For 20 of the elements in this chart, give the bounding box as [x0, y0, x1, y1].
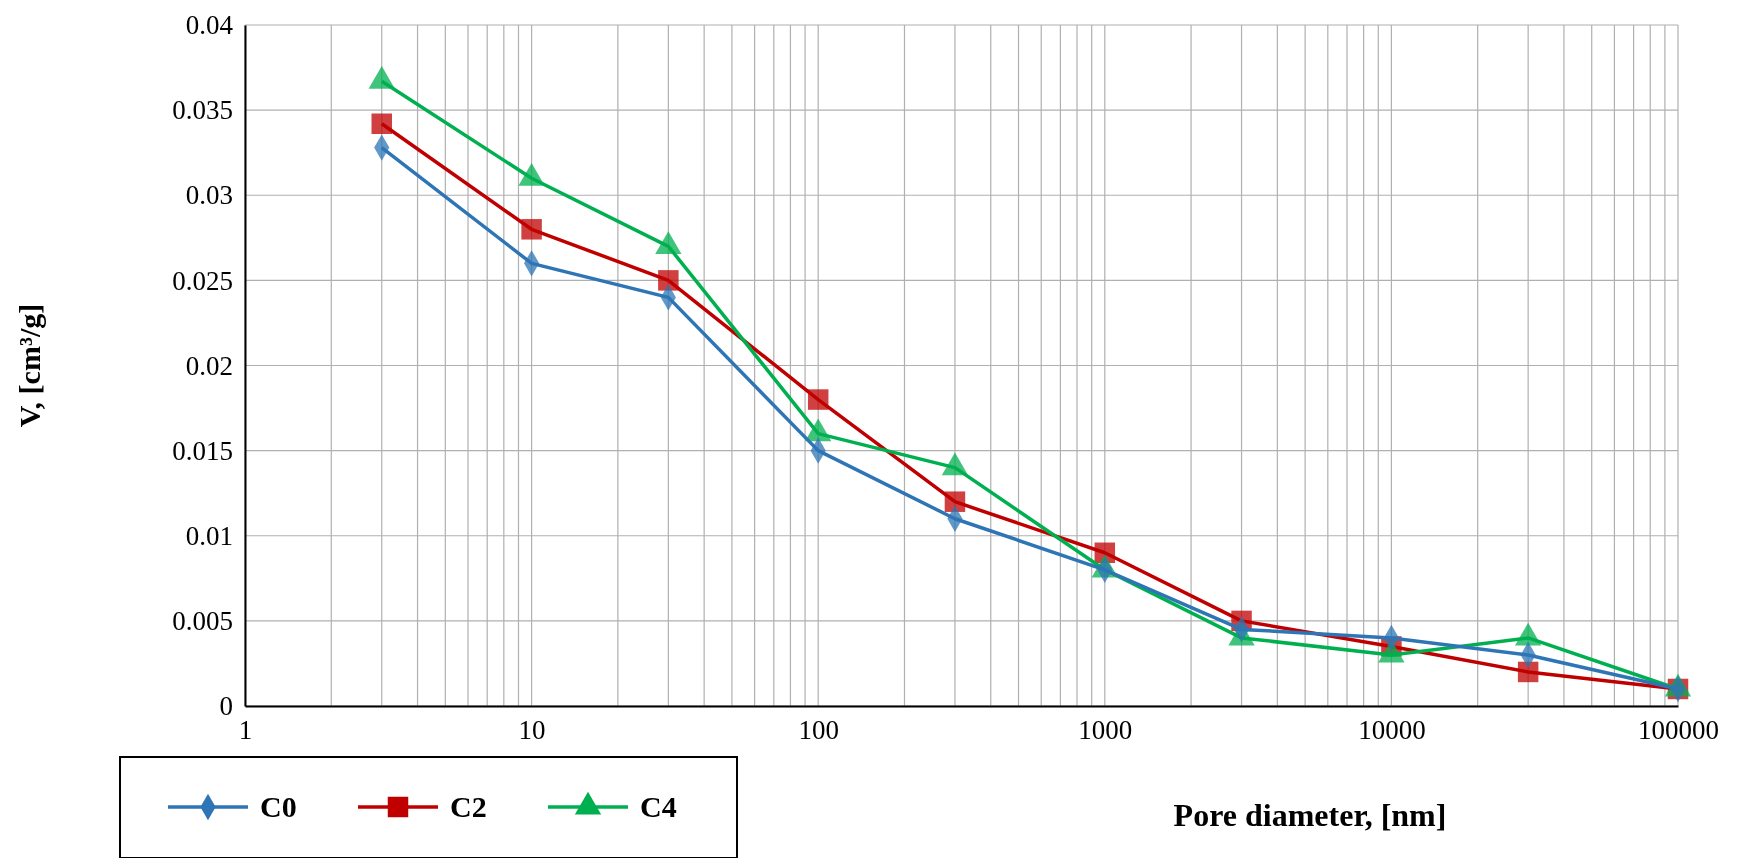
- x-tick-label: 100: [798, 715, 839, 746]
- x-axis-title: Pore diameter, [nm]: [1173, 797, 1447, 833]
- y-tick-label: 0.015: [172, 435, 233, 466]
- legend-label: C2: [450, 790, 487, 823]
- x-tick-label: 100000: [1638, 715, 1719, 746]
- y-tick-label: 0: [219, 691, 233, 722]
- y-tick-label: 0.04: [185, 10, 234, 41]
- x-tick-label: 1000: [1078, 715, 1133, 746]
- y-tick-label: 0.02: [185, 350, 233, 381]
- y-tick-label: 0.005: [172, 606, 233, 637]
- y-tick-label: 0.03: [185, 180, 233, 211]
- y-tick-label: 0.025: [172, 265, 233, 296]
- x-tick-label: 10: [518, 715, 546, 746]
- y-axis-title: V, [cm³/g]: [13, 303, 46, 428]
- x-tick-label: 10000: [1358, 715, 1426, 746]
- legend-label: C4: [640, 790, 677, 823]
- y-tick-label: 0.01: [185, 520, 233, 551]
- x-tick-label: 1: [238, 715, 253, 746]
- legend-label: C0: [260, 790, 297, 823]
- y-tick-label: 0.035: [172, 95, 233, 126]
